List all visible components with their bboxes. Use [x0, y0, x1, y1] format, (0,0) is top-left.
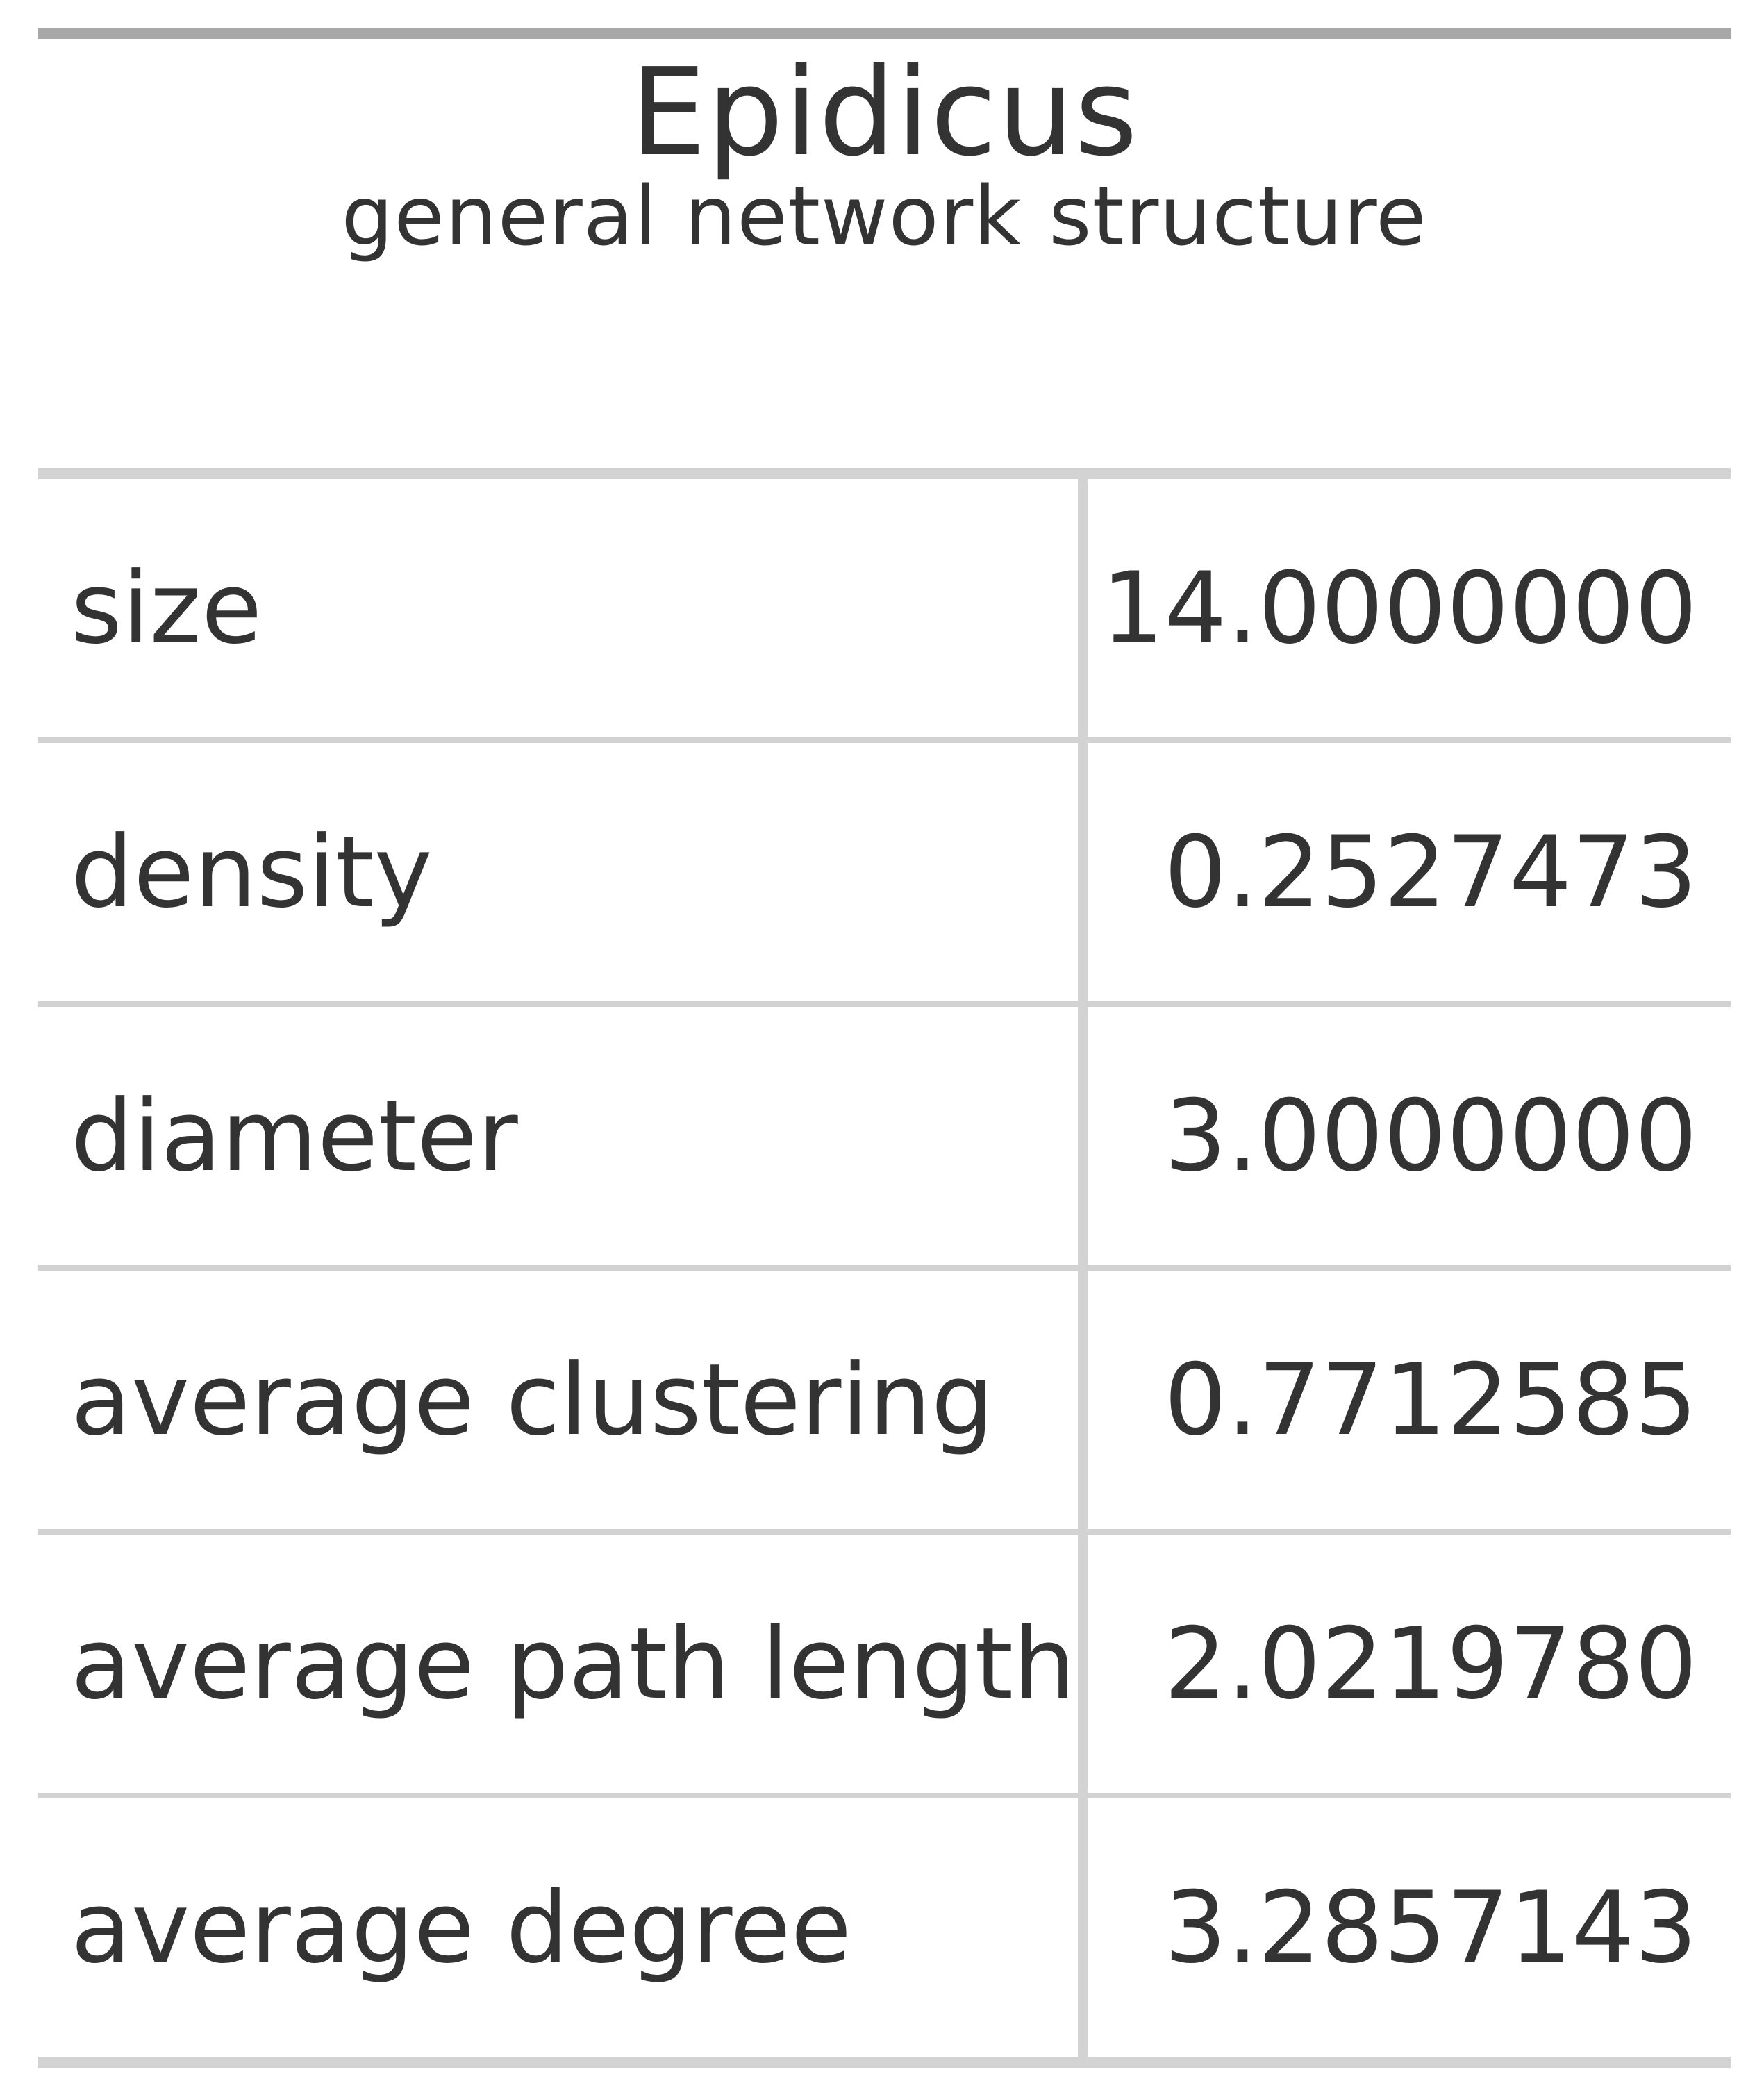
row-label: density	[38, 743, 1088, 1001]
row-label: diameter	[38, 1007, 1088, 1265]
row-value: 0.7712585	[1164, 1342, 1697, 1457]
row-value: 2.0219780	[1164, 1606, 1697, 1721]
row-label: size	[38, 479, 1088, 737]
table-row: average clustering 0.7712585	[38, 1271, 1731, 1535]
row-value: 0.2527473	[1164, 814, 1697, 930]
table-row: average degree 3.2857143	[38, 1798, 1731, 2068]
row-value: 3.0000000	[1164, 1078, 1697, 1194]
table-row: diameter 3.0000000	[38, 1007, 1731, 1271]
table-row: density 0.2527473	[38, 743, 1731, 1007]
table-heading: Epidicus general network structure	[38, 39, 1731, 479]
top-rule	[38, 28, 1731, 39]
row-value: 14.0000000	[1101, 551, 1697, 666]
row-value: 3.2857143	[1164, 1870, 1697, 1985]
table-subtitle: general network structure	[341, 168, 1427, 264]
table-row: size 14.0000000	[38, 479, 1731, 743]
table-body: size 14.0000000 density 0.2527473 diamet…	[38, 479, 1731, 2068]
network-summary-table: Epidicus general network structure size …	[38, 28, 1731, 2068]
heading-rule	[38, 468, 1731, 479]
table-row: average path length 2.0219780	[38, 1535, 1731, 1798]
row-label: average clustering	[38, 1271, 1088, 1529]
row-label: average path length	[38, 1535, 1088, 1793]
table-title: Epidicus	[629, 42, 1139, 183]
row-label: average degree	[38, 1798, 1088, 2057]
